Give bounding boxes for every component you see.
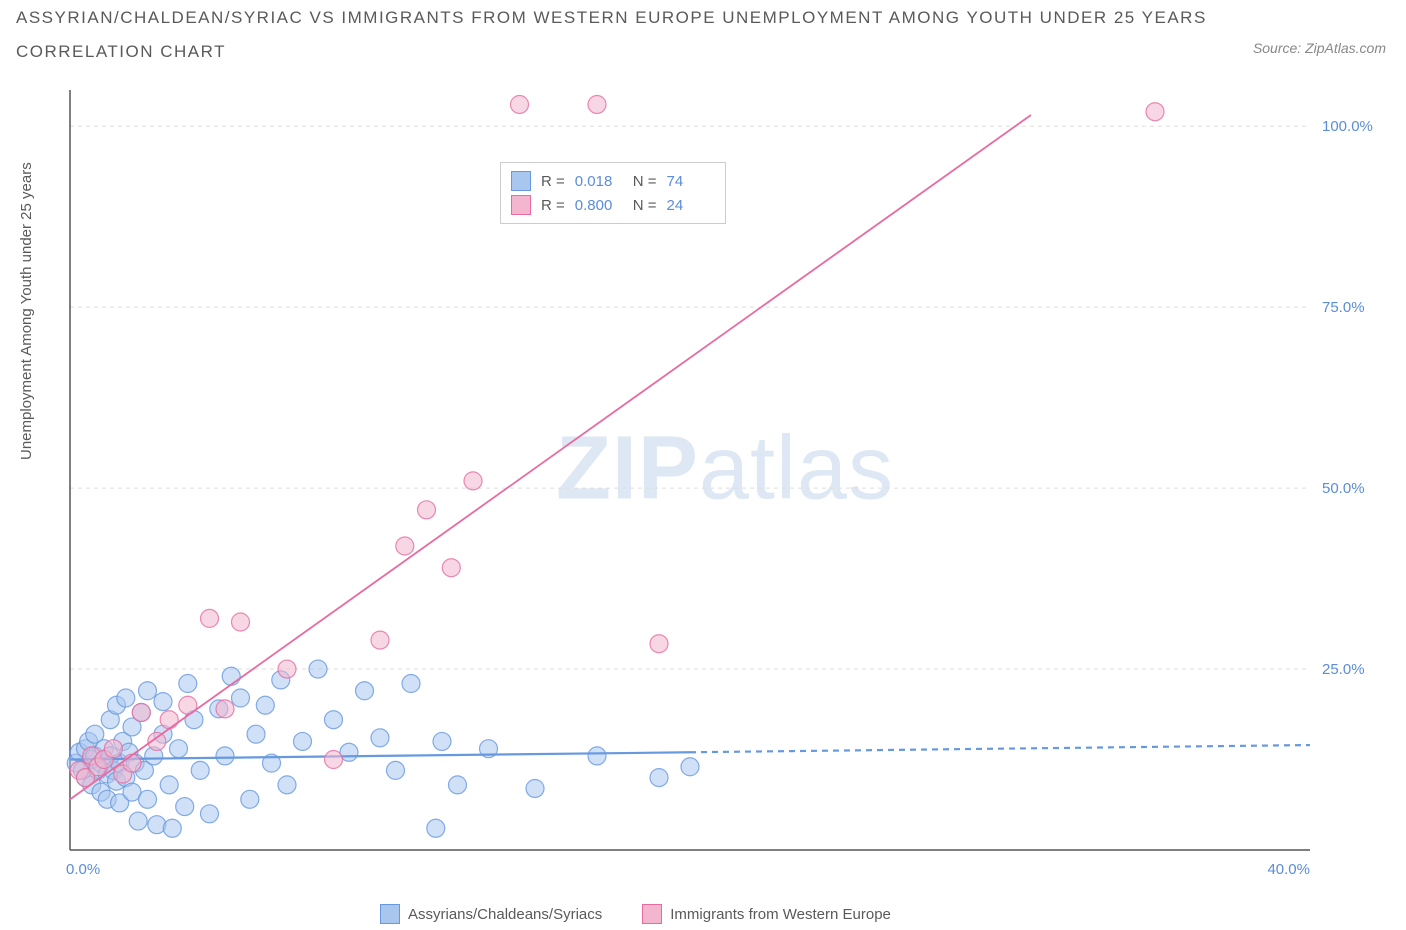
svg-text:25.0%: 25.0% <box>1322 661 1365 678</box>
svg-text:40.0%: 40.0% <box>1267 861 1310 878</box>
r-label: R = <box>541 197 565 214</box>
legend-swatch <box>642 904 662 924</box>
r-label: R = <box>541 173 565 190</box>
info-box-row: R = 0.018 N = 74 <box>511 169 715 193</box>
legend-item: Assyrians/Chaldeans/Syriacs <box>380 904 602 924</box>
info-box-row: R = 0.800 N = 24 <box>511 193 715 217</box>
correlation-info-box: R = 0.018 N = 74 R = 0.800 N = 24 <box>500 162 726 224</box>
n-label: N = <box>633 173 657 190</box>
y-axis-label: Unemployment Among Youth under 25 years <box>18 162 35 460</box>
svg-text:50.0%: 50.0% <box>1322 480 1365 497</box>
source-attribution: Source: ZipAtlas.com <box>1253 40 1386 56</box>
series-swatch <box>511 171 531 191</box>
legend-label: Assyrians/Chaldeans/Syriacs <box>408 906 602 923</box>
n-label: N = <box>633 197 657 214</box>
legend-item: Immigrants from Western Europe <box>642 904 891 924</box>
chart-container: ZIPatlas 25.0%50.0%75.0%100.0%0.0%40.0% … <box>60 80 1390 890</box>
n-value: 74 <box>667 173 715 190</box>
title-line-2: CORRELATION CHART <box>16 42 1390 62</box>
svg-text:75.0%: 75.0% <box>1322 299 1365 316</box>
svg-text:100.0%: 100.0% <box>1322 118 1373 135</box>
series-swatch <box>511 195 531 215</box>
legend-swatch <box>380 904 400 924</box>
legend-label: Immigrants from Western Europe <box>670 906 891 923</box>
n-value: 24 <box>667 197 715 214</box>
svg-text:0.0%: 0.0% <box>66 861 100 878</box>
title-line-1: ASSYRIAN/CHALDEAN/SYRIAC VS IMMIGRANTS F… <box>16 8 1390 28</box>
chart-title-area: ASSYRIAN/CHALDEAN/SYRIAC VS IMMIGRANTS F… <box>16 8 1390 76</box>
chart-legend: Assyrians/Chaldeans/Syriacs Immigrants fr… <box>380 904 891 924</box>
r-value: 0.800 <box>575 197 623 214</box>
r-value: 0.018 <box>575 173 623 190</box>
